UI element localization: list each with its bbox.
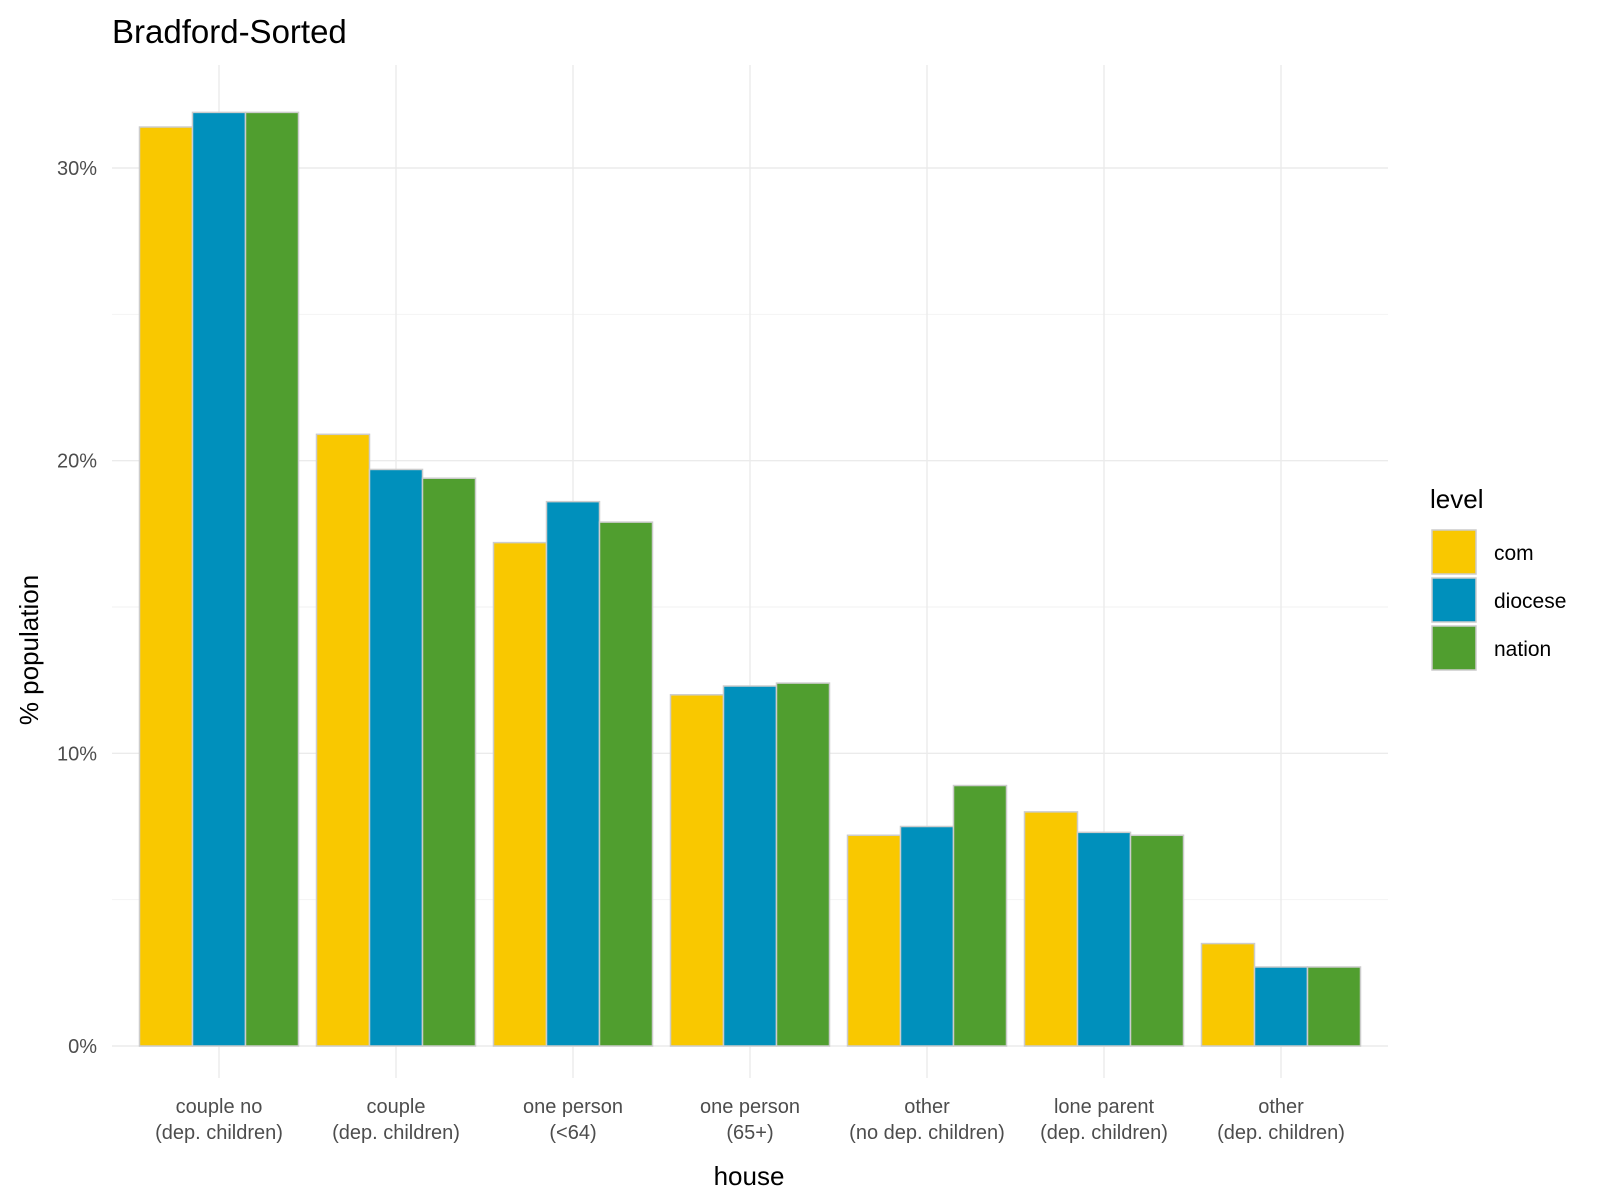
y-axis: 0% 10% 20% 30% <box>57 158 97 1058</box>
y-axis-title: % population <box>14 575 44 725</box>
legend-label-nation: nation <box>1494 638 1551 661</box>
bar-diocese <box>899 825 955 1047</box>
y-tick-label: 10% <box>57 743 97 765</box>
x-tick-label: one person (<64) <box>523 1096 623 1144</box>
y-tick-label: 30% <box>57 158 97 180</box>
x-axis-title: house <box>714 1161 785 1191</box>
bar-nation <box>952 784 1008 1047</box>
bar-com <box>492 541 548 1047</box>
x-tick-label: couple no (dep. children) <box>155 1096 283 1144</box>
x-tick-label: lone parent (dep. children) <box>1040 1096 1168 1144</box>
x-tick-label: couple (dep. children) <box>332 1096 460 1144</box>
x-tick-label: other (no dep. children) <box>849 1096 1005 1144</box>
x-tick-label: one person (65+) <box>700 1096 800 1144</box>
bar-com <box>315 433 371 1047</box>
legend-label-diocese: diocese <box>1494 590 1566 613</box>
bar-com <box>1023 811 1079 1047</box>
bars <box>138 111 1362 1047</box>
legend-key-com <box>1431 529 1477 575</box>
bar-com <box>846 834 902 1047</box>
bar-com <box>138 126 194 1047</box>
y-tick-label: 20% <box>57 451 97 473</box>
y-tick-label: 0% <box>68 1036 97 1058</box>
legend-title: level <box>1430 484 1483 514</box>
bar-com <box>669 694 725 1047</box>
bar-nation <box>598 521 654 1047</box>
legend-key-nation <box>1431 625 1477 671</box>
bar-diocese <box>545 500 601 1047</box>
x-tick-label: other (dep. children) <box>1217 1096 1345 1144</box>
bar-diocese <box>191 111 247 1047</box>
legend-key-diocese <box>1431 577 1477 623</box>
bar-nation <box>775 682 831 1047</box>
bar-diocese <box>1253 966 1309 1047</box>
bar-diocese <box>368 468 424 1047</box>
bar-nation <box>244 111 300 1047</box>
bar-com <box>1200 942 1256 1047</box>
x-axis: couple no (dep. children) couple (dep. chil… <box>155 1096 1345 1144</box>
legend: level com diocese nation <box>1430 484 1566 671</box>
chart-title: Bradford-Sorted <box>112 13 347 50</box>
legend-label-com: com <box>1494 542 1534 565</box>
bar-nation <box>1129 834 1185 1047</box>
bar-diocese <box>722 685 778 1047</box>
bar-nation <box>1306 966 1362 1047</box>
bar-nation <box>421 477 477 1047</box>
bar-diocese <box>1076 831 1132 1047</box>
